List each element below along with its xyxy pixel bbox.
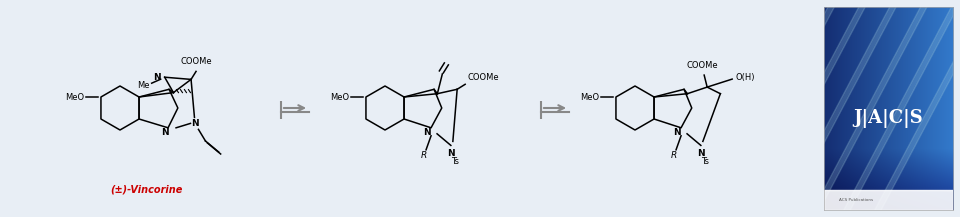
Text: COOMe: COOMe (686, 61, 718, 70)
Text: Me: Me (137, 81, 150, 90)
Text: N: N (161, 128, 169, 137)
Bar (824, 190, 953, 210)
Text: MeO: MeO (65, 92, 84, 102)
Text: R: R (671, 151, 677, 160)
Text: O(H): O(H) (735, 73, 755, 82)
Text: N: N (697, 149, 705, 158)
Text: Ts: Ts (701, 157, 708, 166)
Text: (±)-Vincorine: (±)-Vincorine (110, 185, 182, 195)
Text: N: N (153, 73, 160, 82)
Text: MeO: MeO (580, 92, 599, 102)
Text: J|A|C|S: J|A|C|S (853, 109, 924, 128)
Text: N: N (447, 149, 455, 158)
Text: Ts: Ts (451, 157, 459, 166)
Text: N: N (423, 128, 431, 137)
Text: ACS Publications: ACS Publications (839, 198, 874, 202)
Text: MeO: MeO (330, 92, 349, 102)
Text: R: R (420, 151, 427, 160)
Text: COOMe: COOMe (468, 73, 499, 82)
Text: COOMe: COOMe (180, 58, 212, 66)
Text: N: N (191, 119, 199, 128)
Text: N: N (673, 128, 681, 137)
